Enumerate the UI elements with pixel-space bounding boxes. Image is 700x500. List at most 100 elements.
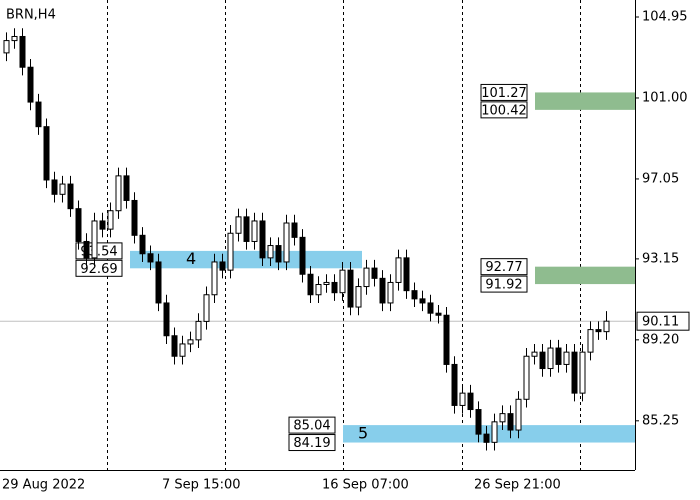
candle-body	[107, 210, 114, 230]
candle-body	[27, 66, 34, 103]
candle-body	[171, 335, 178, 357]
candle-body	[299, 236, 306, 275]
price-label: 85.04	[293, 419, 330, 434]
candle-body	[179, 343, 186, 357]
candle-body	[555, 347, 562, 365]
price-label: 92.77	[485, 260, 522, 275]
candle-body	[331, 281, 338, 294]
candle-body	[67, 183, 74, 210]
chart-title: BRN,H4	[6, 8, 56, 23]
candle-body	[491, 421, 498, 443]
y-tick-label: 101.00	[642, 90, 688, 105]
candle-body	[531, 351, 538, 357]
candle-body	[131, 199, 138, 236]
candle-body	[507, 413, 514, 431]
candle-body	[227, 232, 234, 271]
x-tick-label: 29 Aug 2022	[2, 478, 85, 493]
candle-body	[347, 269, 354, 308]
candle-body	[211, 261, 218, 296]
price-label: 92.69	[80, 262, 117, 277]
current-price-label: 90.11	[642, 315, 679, 330]
candle-body	[387, 281, 394, 304]
price-label: 84.19	[293, 436, 330, 451]
price-label: 93.54	[80, 244, 117, 259]
candle-body	[379, 277, 386, 304]
candle-body	[123, 175, 130, 201]
candle-body	[163, 302, 170, 337]
candle-body	[459, 392, 466, 406]
candle-body	[499, 413, 506, 423]
candle-body	[339, 269, 346, 294]
candle-body	[451, 363, 458, 406]
price-label-box	[288, 434, 336, 452]
candle-body	[99, 220, 106, 230]
candle-body	[539, 351, 546, 370]
price-label-box	[75, 259, 123, 277]
x-tick-label: 26 Sep 21:00	[474, 478, 561, 493]
candle-body	[403, 257, 410, 292]
candle-body	[563, 351, 570, 365]
candle-body	[243, 216, 250, 242]
candle-body	[475, 409, 482, 435]
candle-body	[579, 351, 586, 394]
candle-body	[139, 234, 146, 255]
x-tick-label: 16 Sep 07:00	[322, 478, 409, 493]
candle-body	[411, 290, 418, 300]
price-label-box	[288, 416, 336, 434]
candle-body	[283, 222, 290, 263]
candle-body	[259, 220, 266, 259]
candle-body	[483, 433, 490, 443]
y-tick-label: 93.15	[642, 251, 679, 266]
candle-body	[603, 320, 610, 333]
candle-body	[323, 281, 330, 286]
zone	[535, 92, 635, 110]
candle-body	[523, 355, 530, 400]
candle-body	[355, 286, 362, 308]
candle-body	[19, 35, 26, 68]
candle-body	[187, 339, 194, 345]
candle-body	[395, 257, 402, 283]
candle-body	[307, 273, 314, 296]
period-separators	[107, 0, 581, 470]
y-tick-label: 85.25	[642, 413, 679, 428]
zone-label: 5	[358, 423, 368, 442]
candle-body	[251, 220, 258, 242]
candle-body	[75, 208, 82, 242]
candle-body	[115, 175, 122, 212]
candle-body	[427, 302, 434, 314]
candle-body	[11, 35, 18, 42]
y-tick-label: 89.20	[642, 332, 679, 347]
candle-body	[515, 398, 522, 431]
candle-body	[467, 392, 474, 411]
candle-body	[83, 240, 90, 259]
candle-body	[155, 261, 162, 304]
y-tick-label: 97.05	[642, 171, 679, 186]
price-label-box	[480, 83, 528, 101]
candle-body	[235, 216, 242, 234]
candle-body	[43, 126, 50, 181]
candle-body	[371, 267, 378, 279]
candle-body	[547, 347, 554, 370]
y-tick-label: 104.95	[642, 10, 688, 25]
candle-body	[203, 294, 210, 322]
zone	[130, 250, 362, 269]
current-price-box	[636, 311, 690, 331]
candle-body	[91, 220, 98, 259]
candle-body	[35, 101, 42, 128]
price-label-box	[480, 101, 528, 119]
candle-body	[219, 261, 226, 271]
candle-body	[587, 329, 594, 353]
x-tick-label: 7 Sep 15:00	[162, 478, 241, 493]
candle-body	[195, 320, 202, 341]
candle-body	[3, 40, 10, 54]
candle-body	[443, 314, 450, 365]
candle-body	[363, 267, 370, 288]
candle-body	[419, 298, 426, 304]
candle-body	[267, 245, 274, 259]
candle-body	[147, 253, 154, 263]
price-label-box	[480, 275, 528, 293]
candle-body	[571, 351, 578, 394]
candle-body	[291, 222, 298, 238]
price-label: 91.92	[485, 278, 522, 293]
